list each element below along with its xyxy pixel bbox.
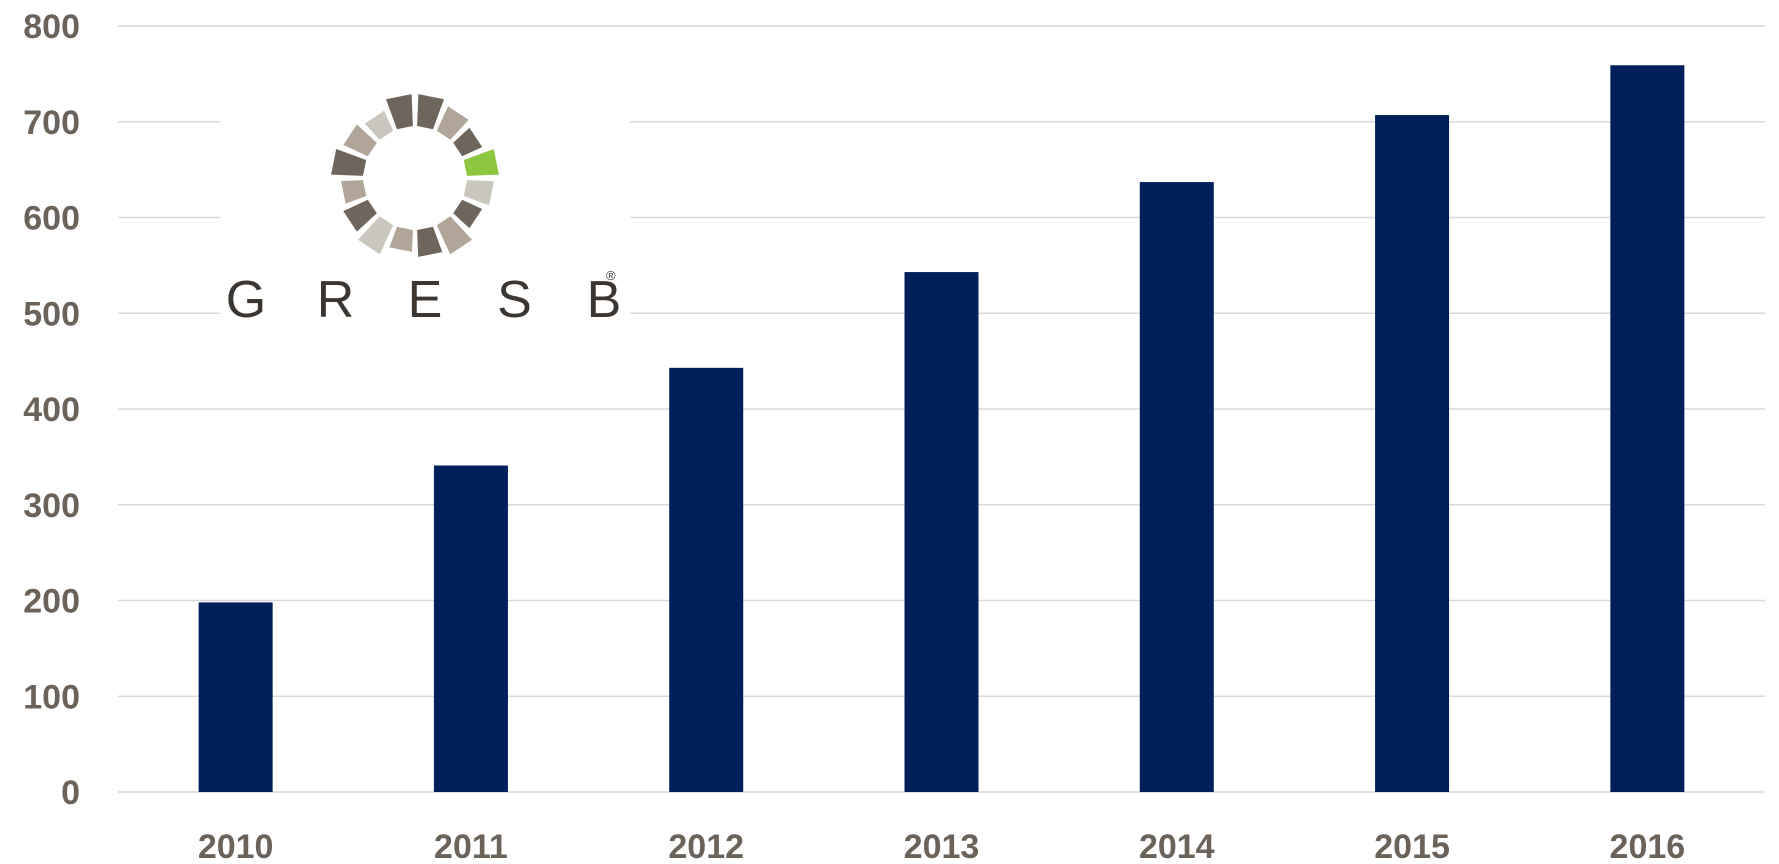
- bar-2013: [904, 272, 979, 792]
- y-tick-label: 300: [23, 487, 80, 525]
- logo-letter: G: [225, 271, 267, 329]
- logo-segment: [463, 149, 499, 176]
- logo-segment: [417, 226, 443, 257]
- logo-letter: E: [407, 271, 443, 329]
- bar-2014: [1139, 182, 1214, 792]
- x-tick-label: 2010: [198, 828, 274, 864]
- x-tick-label: 2011: [434, 828, 508, 864]
- logo-segment: [453, 127, 483, 157]
- logo-segment: [343, 199, 377, 232]
- logo-ring-icon: [331, 94, 499, 257]
- logo-letter: R: [316, 271, 355, 329]
- y-tick-label: 100: [23, 678, 80, 716]
- x-tick-label: 2013: [904, 828, 980, 864]
- y-tick-label: 800: [23, 8, 80, 46]
- logo-segment: [343, 124, 377, 157]
- logo-segment: [358, 216, 394, 255]
- logo-segment: [453, 199, 483, 229]
- y-tick-label: 700: [23, 104, 80, 142]
- logo-segment: [341, 180, 367, 204]
- y-tick-label: 600: [23, 200, 80, 238]
- logo-segment: [417, 94, 444, 130]
- bar-2015: [1375, 115, 1450, 793]
- bars: [198, 65, 1685, 793]
- bar-2011: [433, 465, 508, 792]
- logo-segment: [436, 106, 469, 140]
- logo-segment: [436, 216, 472, 255]
- y-tick-label: 200: [23, 583, 80, 621]
- y-axis-ticks: 0 100 200 300 400 500 600 700 800: [23, 8, 80, 812]
- logo-segment: [463, 180, 494, 206]
- bar-2010: [198, 602, 273, 792]
- logo-segment: [364, 110, 394, 140]
- y-tick-label: 500: [23, 295, 80, 333]
- x-tick-label: 2015: [1374, 828, 1450, 864]
- y-tick-label: 0: [61, 774, 80, 812]
- y-tick-label: 400: [23, 391, 80, 429]
- gresb-logo: G R E S B ®: [220, 88, 630, 338]
- bar-2012: [669, 367, 744, 792]
- logo-letter: B: [586, 271, 622, 329]
- registered-mark: ®: [606, 268, 616, 283]
- logo-segment: [389, 226, 413, 252]
- x-tick-label: 2016: [1610, 828, 1686, 864]
- x-axis-ticks: 2010 2011 2012 2013 2014 2015 2016: [198, 828, 1685, 864]
- bar-2016: [1610, 65, 1685, 792]
- x-tick-label: 2014: [1139, 828, 1215, 864]
- logo-wordmark: G R E S B: [220, 270, 630, 330]
- logo-segment: [331, 149, 367, 176]
- logo-letter: S: [497, 271, 532, 329]
- logo-segment: [386, 94, 413, 130]
- x-tick-label: 2012: [668, 828, 744, 864]
